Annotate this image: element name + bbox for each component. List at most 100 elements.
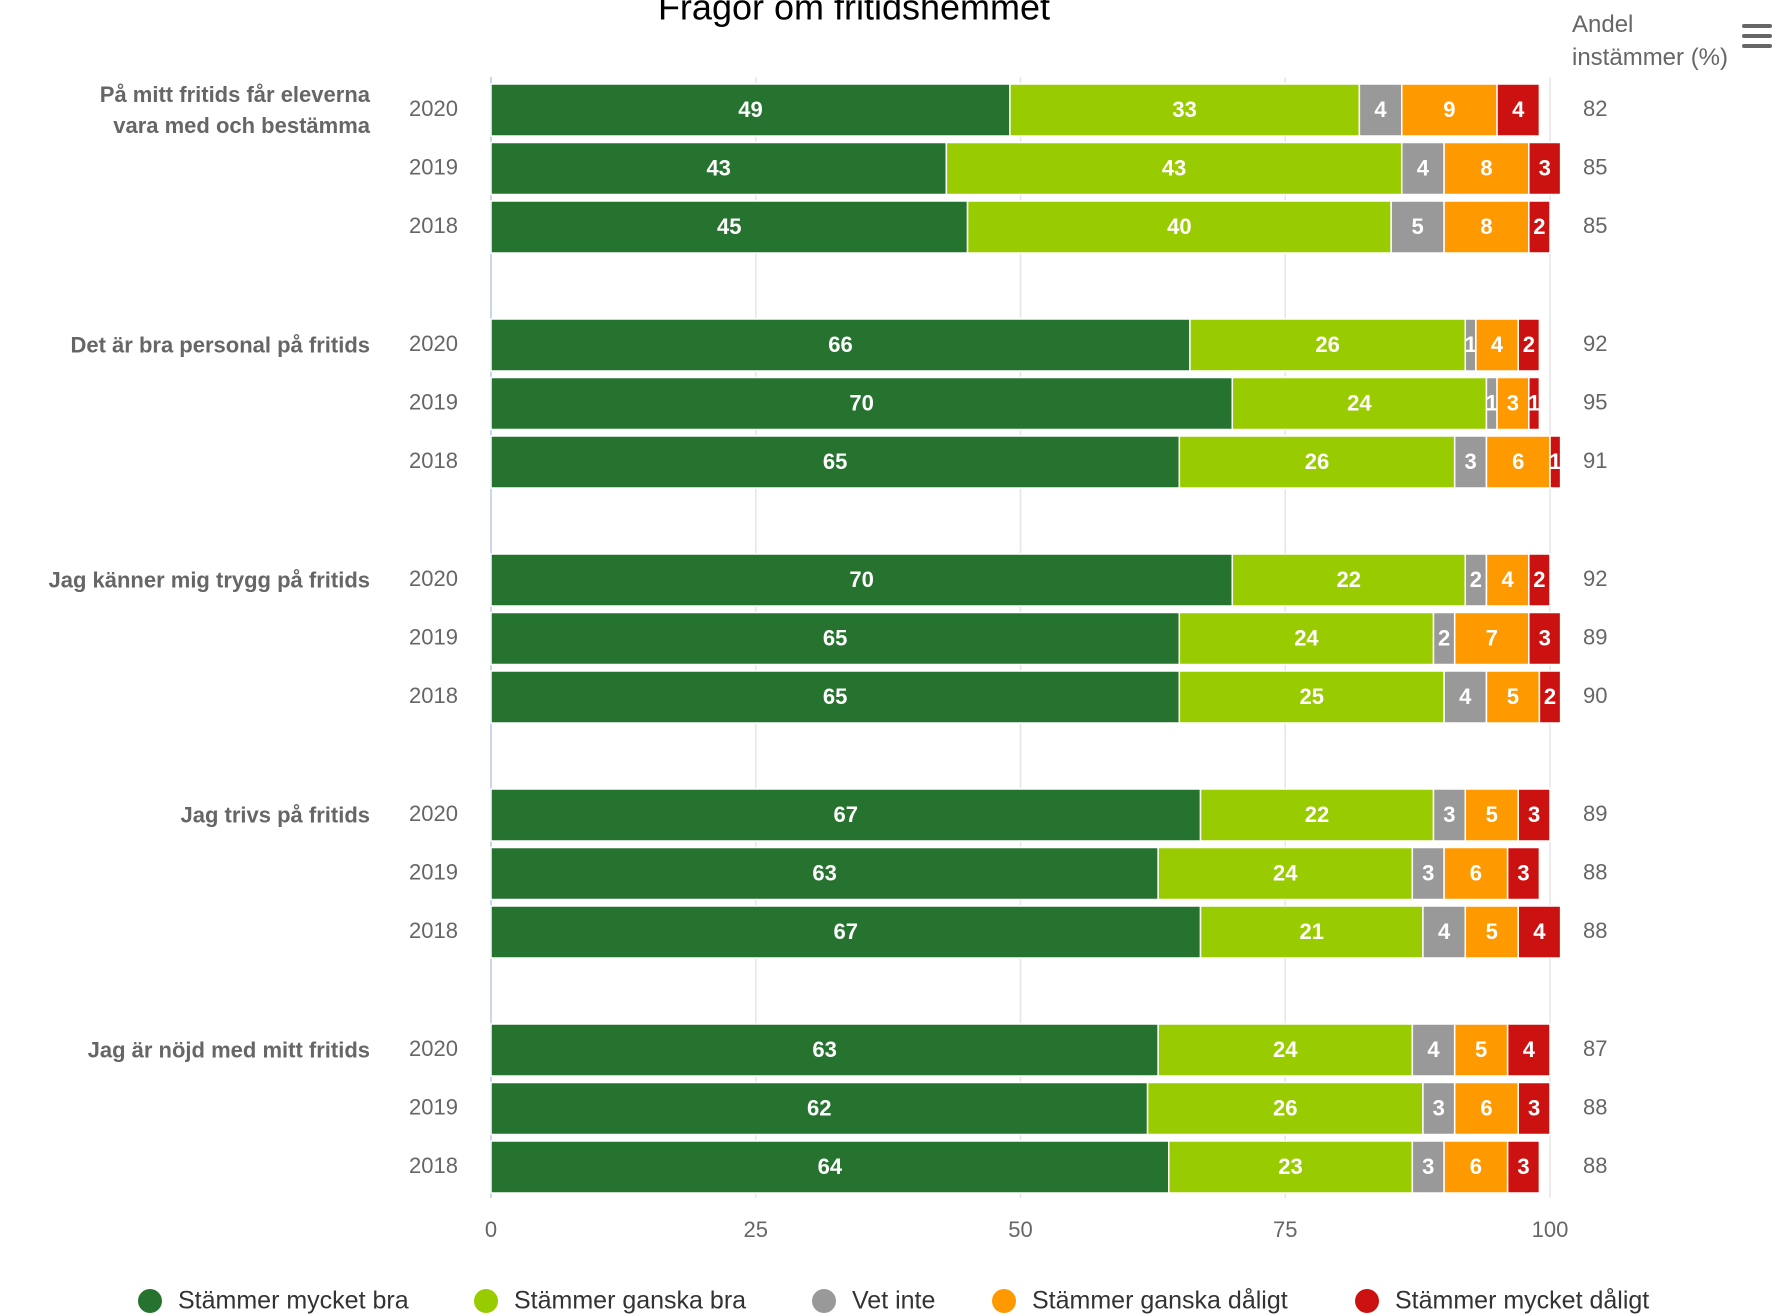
- data-label: 2: [1438, 625, 1450, 650]
- bar-segment: [966, 200, 1392, 254]
- bar-segment: [490, 905, 1202, 959]
- data-label: 26: [1315, 332, 1339, 357]
- bar-segment: [1422, 905, 1467, 959]
- y-tick-label: 2019: [409, 624, 458, 649]
- bar-segment: [1168, 1140, 1414, 1194]
- data-label: 67: [834, 919, 858, 944]
- data-label: 2: [1544, 684, 1556, 709]
- data-label: 2: [1533, 214, 1545, 239]
- data-label: 3: [1539, 625, 1551, 650]
- data-label: 26: [1305, 449, 1329, 474]
- data-label: 4: [1438, 919, 1451, 944]
- bar-segment: [1485, 670, 1541, 724]
- data-label: 8: [1480, 214, 1492, 239]
- bar-segment: [1517, 905, 1562, 959]
- bar-segment: [1231, 553, 1467, 607]
- chart-title: Frågor om fritidshemmet: [658, 0, 1050, 28]
- data-label: 6: [1480, 1095, 1492, 1120]
- legend-label: Vet inte: [852, 1287, 935, 1315]
- bar-segment: [490, 435, 1181, 489]
- data-label: 66: [828, 332, 852, 357]
- data-label: 4: [1512, 97, 1525, 122]
- legend-label: Stämmer mycket dåligt: [1395, 1287, 1649, 1315]
- data-label: 9: [1443, 97, 1455, 122]
- x-tick-label: 0: [485, 1217, 497, 1242]
- data-label: 70: [849, 390, 873, 415]
- legend-label: Stämmer ganska dåligt: [1032, 1287, 1288, 1315]
- data-label: 43: [1162, 155, 1186, 180]
- bar-segment: [1496, 376, 1530, 431]
- bar-segment: [490, 1081, 1149, 1136]
- bar-segment: [1528, 611, 1562, 666]
- bar-segment: [490, 670, 1181, 724]
- data-label: 3: [1517, 1154, 1529, 1179]
- bar-segment: [1496, 83, 1541, 137]
- right-axis-title: Andel instämmer (%): [1572, 11, 1729, 71]
- x-tick-label: 100: [1532, 1217, 1569, 1242]
- bar-segment: [1517, 318, 1541, 372]
- y-tick-label: 2019: [409, 859, 458, 884]
- bar-segment: [1485, 435, 1551, 489]
- data-label: 4: [1533, 919, 1546, 944]
- data-label: 1: [1549, 449, 1561, 474]
- bar-segment: [1549, 435, 1562, 489]
- data-label: 6: [1470, 1154, 1482, 1179]
- data-label: 3: [1507, 390, 1519, 415]
- y-tick-label: 2018: [409, 1153, 458, 1178]
- right-value: 85: [1583, 213, 1607, 238]
- menu-icon[interactable]: [1742, 24, 1772, 48]
- bar-segment: [1411, 1023, 1456, 1077]
- bar-segment: [490, 846, 1159, 901]
- bar-segment: [1464, 788, 1519, 842]
- data-label: 3: [1528, 802, 1540, 827]
- data-label: 3: [1528, 1095, 1540, 1120]
- data-label: 65: [823, 625, 847, 650]
- bar-segment: [1453, 611, 1530, 666]
- bar-segment: [1178, 670, 1445, 724]
- right-value: 91: [1583, 448, 1607, 473]
- data-label: 24: [1347, 390, 1372, 415]
- data-label: 5: [1475, 1037, 1487, 1062]
- bar-segment: [1517, 1081, 1551, 1136]
- data-label: 25: [1299, 684, 1323, 709]
- data-label: 22: [1337, 567, 1361, 592]
- right-value: 90: [1583, 683, 1607, 708]
- data-label: 1: [1528, 390, 1540, 415]
- group-label: Jag trivs på fritids: [180, 802, 370, 828]
- bar-segment: [1157, 846, 1414, 901]
- y-tick-label: 2019: [409, 389, 458, 414]
- legend-marker: [138, 1289, 162, 1313]
- bar-segment: [1411, 1140, 1445, 1194]
- y-tick-label: 2019: [409, 154, 458, 179]
- bar-segment: [1528, 200, 1551, 254]
- y-tick-label: 2020: [409, 1036, 458, 1061]
- x-tick-label: 50: [1008, 1217, 1032, 1242]
- data-label: 2: [1533, 567, 1545, 592]
- bar-segment: [490, 1140, 1170, 1194]
- bar-segment: [1231, 376, 1488, 431]
- y-tick-label: 2020: [409, 331, 458, 356]
- data-label: 4: [1491, 332, 1504, 357]
- data-label: 4: [1427, 1037, 1440, 1062]
- y-tick-label: 2018: [409, 448, 458, 473]
- data-label: 23: [1278, 1154, 1302, 1179]
- bar-segment: [1453, 1023, 1509, 1077]
- group-label: Det är bra personal på fritids: [70, 332, 370, 358]
- data-label: 65: [823, 684, 847, 709]
- y-tick-label: 2019: [409, 1094, 458, 1119]
- bar-segment: [1199, 788, 1435, 842]
- right-value: 89: [1583, 801, 1607, 826]
- right-value: 88: [1583, 1153, 1607, 1178]
- bar-segment: [1443, 1140, 1509, 1194]
- right-value: 95: [1583, 389, 1607, 414]
- data-label: 3: [1443, 802, 1455, 827]
- bar-segment: [1528, 141, 1562, 196]
- data-label: 3: [1433, 1095, 1445, 1120]
- bar-segment: [1538, 670, 1562, 724]
- data-label: 6: [1512, 449, 1524, 474]
- bar-segment: [1517, 788, 1551, 842]
- y-tick-label: 2020: [409, 96, 458, 121]
- data-label: 70: [849, 567, 873, 592]
